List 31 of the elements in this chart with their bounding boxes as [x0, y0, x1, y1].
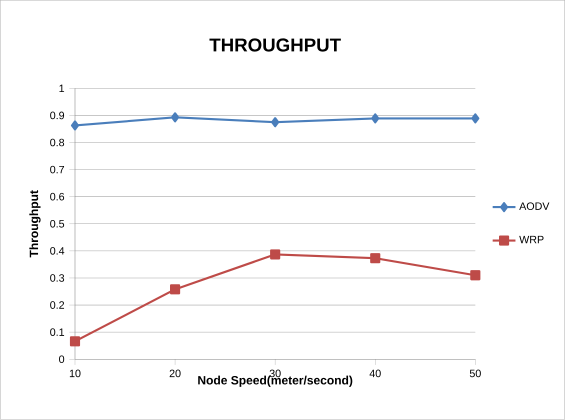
point: [371, 114, 380, 124]
x-axis-title: Node Speed(meter/second): [198, 376, 352, 388]
point: [470, 270, 480, 281]
point: [271, 117, 280, 128]
y-tick-label: 0.7: [50, 166, 64, 174]
y-axis-title: Throughput: [29, 190, 41, 258]
y-tick-label: 0.9: [50, 112, 64, 120]
y-tick-label: 0.5: [50, 220, 64, 228]
legend-label: AODV: [519, 202, 550, 210]
x-tick-label: 30: [270, 370, 281, 378]
y-tick-label: 0.1: [50, 328, 64, 336]
chart-title: THROUGHPUT: [209, 38, 341, 52]
x-tick-label: 40: [370, 370, 381, 378]
x-tick-label: 50: [470, 370, 481, 378]
y-tick-label: 0.3: [50, 274, 64, 282]
y-tick-label: 1: [59, 84, 64, 92]
y-tick-label: 0.4: [50, 247, 64, 255]
y-tick-label: 0: [59, 356, 64, 364]
point: [70, 120, 80, 131]
y-tick-label: 0.2: [50, 301, 64, 310]
y-tick-label: 0.6: [50, 193, 64, 201]
x-tick-label: 20: [170, 370, 181, 378]
point: [70, 336, 80, 347]
point: [471, 114, 480, 124]
x-tick-label: 10: [70, 370, 81, 378]
point: [171, 112, 180, 123]
legend-label: WRP: [519, 236, 544, 244]
point: [170, 284, 180, 295]
point: [270, 250, 280, 260]
point: [370, 253, 380, 264]
y-tick-label: 0.8: [50, 138, 64, 147]
